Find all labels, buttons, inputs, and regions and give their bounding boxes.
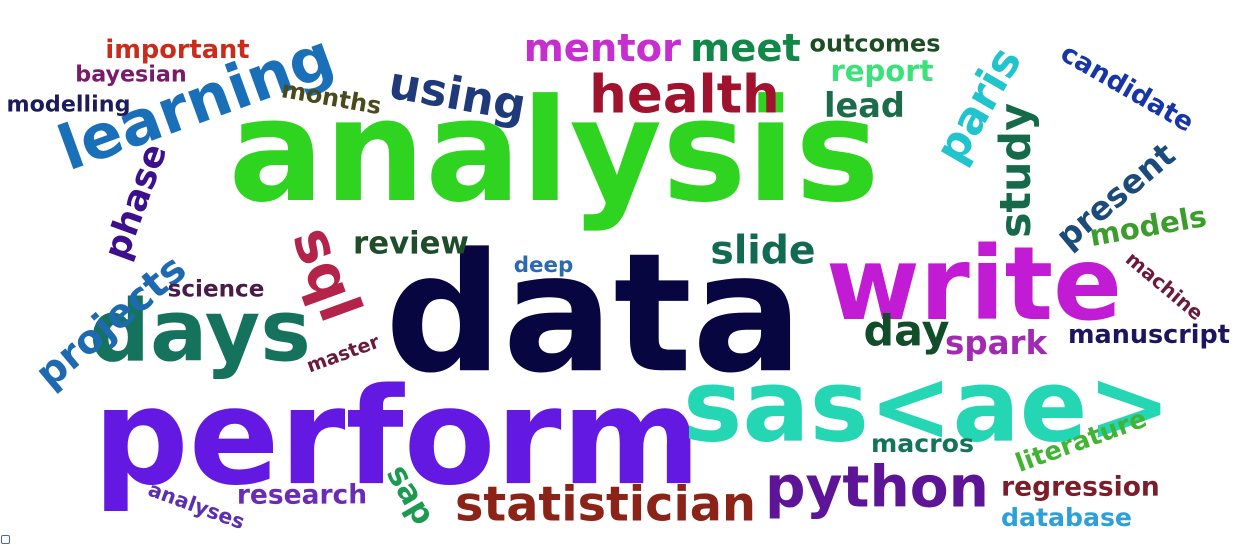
cloud-word-spark: spark <box>945 324 1048 362</box>
cloud-word-deep: deep <box>514 253 574 278</box>
cloud-word-analysis: analysis <box>228 69 879 234</box>
cloud-word-important: important <box>105 35 249 65</box>
cloud-word-review: review <box>353 226 469 262</box>
cloud-word-research: research <box>237 480 367 511</box>
cloud-word-lead: lead <box>824 86 905 125</box>
cloud-word-manuscript: manuscript <box>1068 320 1230 350</box>
cloud-word-study: study <box>991 103 1041 238</box>
cloud-word-report: report <box>830 54 933 88</box>
cloud-word-candidate: candidate <box>1055 38 1199 139</box>
cloud-word-database: database <box>1001 503 1132 532</box>
cloud-word-statistician: statistician <box>455 477 756 532</box>
cloud-word-slide: slide <box>710 229 815 274</box>
cloud-word-macros: macros <box>871 429 974 458</box>
cloud-word-regression: regression <box>1001 472 1160 503</box>
cloud-word-days: days <box>89 282 311 381</box>
cloud-word-machine: machine <box>1121 247 1208 325</box>
corner-checkbox[interactable] <box>1 535 10 544</box>
cloud-word-mentor: mentor <box>524 26 681 71</box>
cloud-word-health: health <box>589 64 780 125</box>
cloud-word-sas-ae: sas<ae> <box>683 347 1171 464</box>
cloud-word-write: write <box>826 225 1122 343</box>
cloud-word-python: python <box>765 455 989 521</box>
cloud-word-science: science <box>168 276 265 302</box>
cloud-word-perform: perform <box>93 359 701 515</box>
cloud-word-bayesian: bayesian <box>75 62 186 88</box>
cloud-word-modelling: modelling <box>7 92 131 118</box>
cloud-word-outcomes: outcomes <box>810 29 941 57</box>
cloud-word-day: day <box>864 307 950 357</box>
cloud-word-meet: meet <box>690 26 801 71</box>
cloud-word-data: data <box>385 217 803 409</box>
